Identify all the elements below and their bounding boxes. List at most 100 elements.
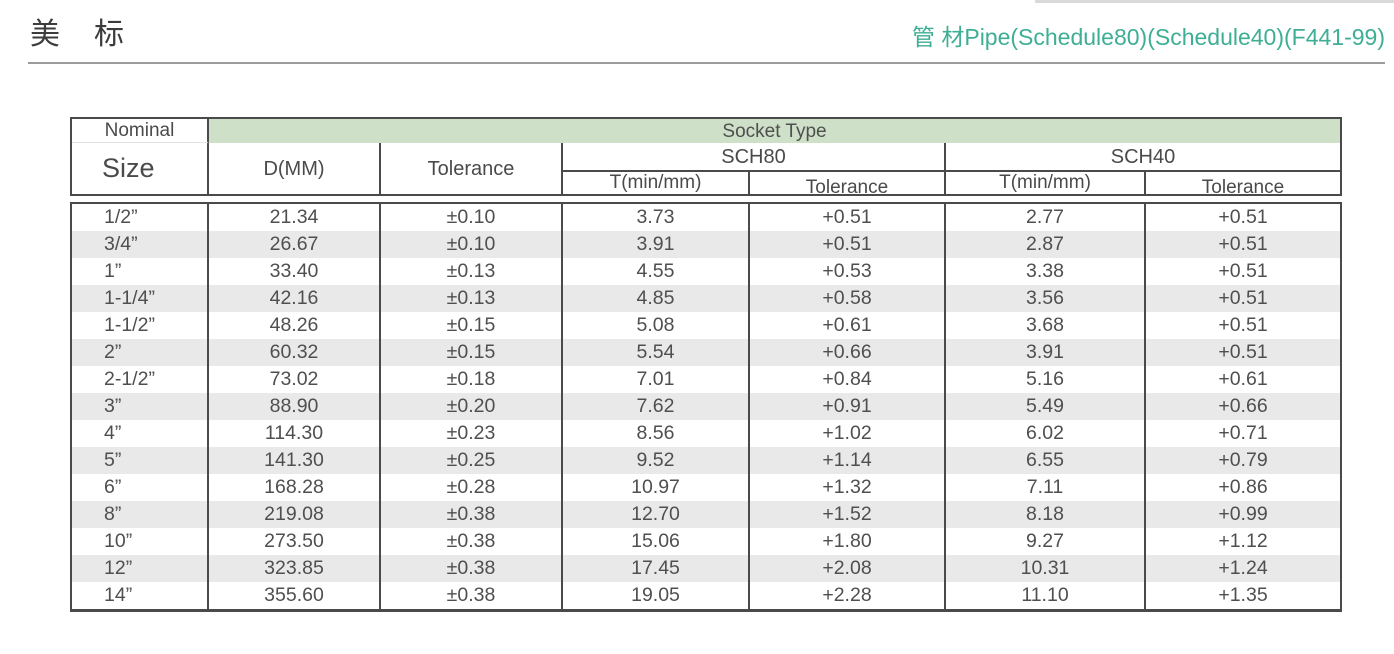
cell-nominal-size: 6” [72,474,209,501]
cell-sch80-tolerance: +1.14 [750,447,946,474]
cell-nominal-size: 12” [72,555,209,582]
cell-sch40-tolerance: +0.51 [1218,340,1268,363]
cell-nominal-size: 3” [72,393,209,420]
cell-sch80-t-min: 7.01 [563,366,750,393]
cell-d-mm: 48.26 [209,312,381,339]
table-row: 8” 219.08 ±0.38 12.70 +1.52 8.18 +0.99 [72,501,1340,528]
table-header: Nominal Socket Type Size D(MM) Tolerance… [70,117,1342,198]
cell-sch80-t-min: 15.06 [563,528,750,555]
table-row: 6” 168.28 ±0.28 10.97 +1.32 7.11 +0.86 [72,474,1340,501]
header-rule [28,62,1385,64]
table-row: 1” 33.40 ±0.13 4.55 +0.53 3.38 +0.51 [72,258,1340,285]
cell-sch40-t-min: 10.31 [946,555,1146,582]
header-d-mm: D(MM) [209,143,381,194]
cell-d-mm: 168.28 [209,474,381,501]
cell-sch40-tolerance: +0.51 [1218,286,1268,309]
cell-sch80-t-min: 5.08 [563,312,750,339]
cell-sch80-tolerance: +2.28 [750,582,946,609]
cell-nominal-size: 2-1/2” [72,366,209,393]
cell-sch40-tolerance: +1.24 [1218,556,1268,579]
cell-sch40-t-min: 6.55 [946,447,1146,474]
cell-sch40-tolerance: +0.51 [1218,313,1268,336]
cell-sch80-tolerance: +0.51 [750,231,946,258]
cell-nominal-size: 1/2” [72,204,209,231]
cell-sch40-t-min: 8.18 [946,501,1146,528]
cell-d-mm: 33.40 [209,258,381,285]
header-sch40-tolerance: Tolerance [1201,177,1285,198]
cell-sch80-t-min: 12.70 [563,501,750,528]
cell-sch80-t-min: 4.55 [563,258,750,285]
header-sch80: SCH80 [563,143,946,172]
table-row: 14” 355.60 ±0.38 19.05 +2.28 11.10 +1.35 [72,582,1340,609]
cell-sch40-t-min: 6.02 [946,420,1146,447]
header-sch80-t-min: T(min/mm) [563,172,750,194]
top-edge-bar [1035,0,1394,3]
cell-sch80-tolerance: +1.52 [750,501,946,528]
cell-sch40-t-min: 7.11 [946,474,1146,501]
page-header: 美 标 管 材Pipe(Schedule80)(Schedule40)(F441… [30,14,1385,50]
cell-tolerance: ±0.25 [381,447,563,474]
cell-tolerance: ±0.18 [381,366,563,393]
cell-nominal-size: 2” [72,339,209,366]
cell-sch80-tolerance: +0.84 [750,366,946,393]
cell-sch40-tolerance: +0.51 [1218,259,1268,282]
cell-tolerance: ±0.20 [381,393,563,420]
cell-d-mm: 273.50 [209,528,381,555]
cell-sch40-tolerance: +0.71 [1218,421,1268,444]
table-row: 3/4” 26.67 ±0.10 3.91 +0.51 2.87 +0.51 [72,231,1340,258]
cell-sch40-tolerance: +0.61 [1218,367,1268,390]
cell-sch80-tolerance: +1.02 [750,420,946,447]
cell-tolerance: ±0.10 [381,231,563,258]
cell-sch80-tolerance: +0.61 [750,312,946,339]
cell-sch80-t-min: 8.56 [563,420,750,447]
cell-tolerance: ±0.23 [381,420,563,447]
cell-sch40-tolerance: +0.86 [1218,475,1268,498]
cell-nominal-size: 14” [72,582,209,609]
cell-sch40-tolerance: +0.99 [1218,502,1268,525]
cell-sch40-t-min: 5.49 [946,393,1146,420]
cell-nominal-size: 4” [72,420,209,447]
cell-d-mm: 219.08 [209,501,381,528]
page-subtitle: 管 材Pipe(Schedule80)(Schedule40)(F441-99) [911,23,1385,50]
cell-sch80-t-min: 7.62 [563,393,750,420]
table-row: 3” 88.90 ±0.20 7.62 +0.91 5.49 +0.66 [72,393,1340,420]
cell-nominal-size: 8” [72,501,209,528]
cell-sch40-t-min: 11.10 [946,582,1146,609]
cell-sch80-t-min: 19.05 [563,582,750,609]
table-body: 1/2” 21.34 ±0.10 3.73 +0.51 2.77 +0.51 3… [70,202,1342,612]
header-sch80-tolerance: Tolerance [750,172,946,197]
cell-tolerance: ±0.28 [381,474,563,501]
cell-d-mm: 26.67 [209,231,381,258]
page-title: 美 标 [30,18,126,51]
table-row: 12” 323.85 ±0.38 17.45 +2.08 10.31 +1.24 [72,555,1340,582]
cell-d-mm: 21.34 [209,204,381,231]
cell-sch80-t-min: 17.45 [563,555,750,582]
cell-sch40-tolerance: +0.51 [1218,232,1268,255]
cell-tolerance: ±0.10 [381,204,563,231]
table-row: 1-1/2” 48.26 ±0.15 5.08 +0.61 3.68 +0.51 [72,312,1340,339]
cell-sch40-t-min: 9.27 [946,528,1146,555]
cell-d-mm: 323.85 [209,555,381,582]
cell-d-mm: 42.16 [209,285,381,312]
table-row: 5” 141.30 ±0.25 9.52 +1.14 6.55 +0.79 [72,447,1340,474]
cell-d-mm: 114.30 [209,420,381,447]
cell-sch80-tolerance: +0.51 [750,204,946,231]
cell-sch40-tolerance: +0.79 [1218,448,1268,471]
cell-sch80-tolerance: +0.58 [750,285,946,312]
cell-nominal-size: 1” [72,258,209,285]
cell-tolerance: ±0.38 [381,582,563,609]
cell-tolerance: ±0.13 [381,285,563,312]
cell-sch80-tolerance: +0.91 [750,393,946,420]
header-socket-type: Socket Type [209,119,1340,143]
table-row: 1/2” 21.34 ±0.10 3.73 +0.51 2.77 +0.51 [72,204,1340,231]
cell-tolerance: ±0.38 [381,528,563,555]
cell-sch80-tolerance: +0.53 [750,258,946,285]
header-sch40-t-min: T(min/mm) [946,172,1146,194]
cell-sch40-tolerance: +1.35 [1218,583,1268,606]
table-row: 2-1/2” 73.02 ±0.18 7.01 +0.84 5.16 +0.61 [72,366,1340,393]
cell-tolerance: ±0.15 [381,339,563,366]
cell-sch80-tolerance: +1.80 [750,528,946,555]
cell-tolerance: ±0.38 [381,555,563,582]
header-nominal: Nominal [72,119,209,143]
